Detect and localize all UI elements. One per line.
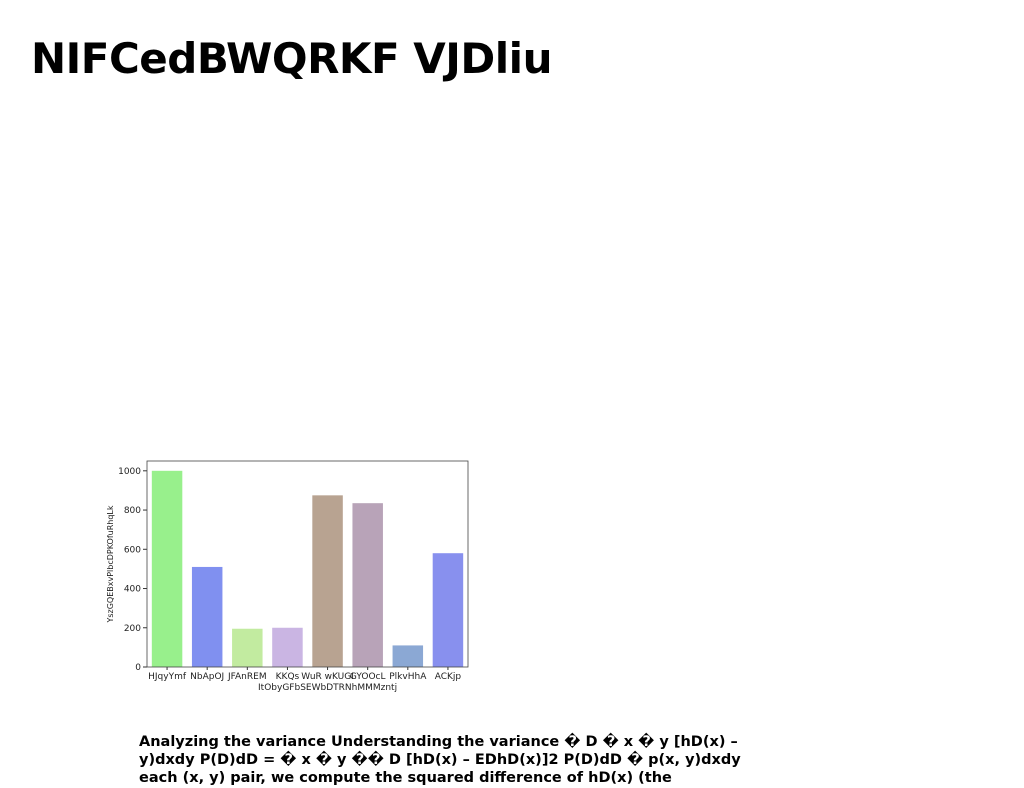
y-tick-label: 200: [124, 624, 141, 634]
bar: [392, 645, 424, 667]
x-tick-label: KKQs: [276, 672, 300, 682]
chart: YszGQEBxvPlbcDPKOfuRhqLk 0 200 400 600 800 10…: [106, 460, 469, 693]
y-tick-label: 600: [124, 545, 141, 555]
y-tick-label: 400: [124, 585, 141, 595]
x-tick-label: PlkvHhA: [389, 672, 427, 682]
y-tick-label: 0: [135, 663, 141, 673]
bar: [191, 566, 223, 667]
page-title: NIFCedBWQRKF VJDliu: [31, 34, 552, 83]
y-axis-label: YszGQEBxvPlbcDPKOfuRhqLk: [106, 505, 115, 623]
x-tick-label: HJqyYmf: [148, 672, 187, 682]
paragraph-line: each (x, y) pair, we compute the squared…: [139, 770, 672, 786]
axes-frame: [146, 460, 469, 668]
bar: [432, 553, 464, 667]
paragraph-line: y)dxdy P(D)dD = � x � y �� D [hD(x) – ED…: [139, 752, 741, 768]
x-tick-label: JFAnREM: [227, 672, 267, 682]
paragraph: Analyzing the variance Understanding the…: [139, 733, 741, 787]
y-tick-label: 800: [124, 506, 141, 516]
bar: [232, 628, 263, 667]
x-tick-label: NbApOJ: [190, 672, 224, 682]
y-tick-label: 1000: [118, 467, 141, 477]
x-tick-label: WuR wKUGI ItObyGFbSEWbDTRNhMMMzntj: [258, 672, 397, 693]
bar: [151, 470, 183, 667]
paragraph-line: Analyzing the variance Understanding the…: [139, 734, 738, 750]
bar: [272, 627, 303, 667]
bar: [312, 495, 343, 667]
x-tick-label: GYOOcL: [350, 672, 386, 682]
x-tick-label: ACKjp: [435, 672, 462, 682]
bar: [352, 503, 383, 667]
